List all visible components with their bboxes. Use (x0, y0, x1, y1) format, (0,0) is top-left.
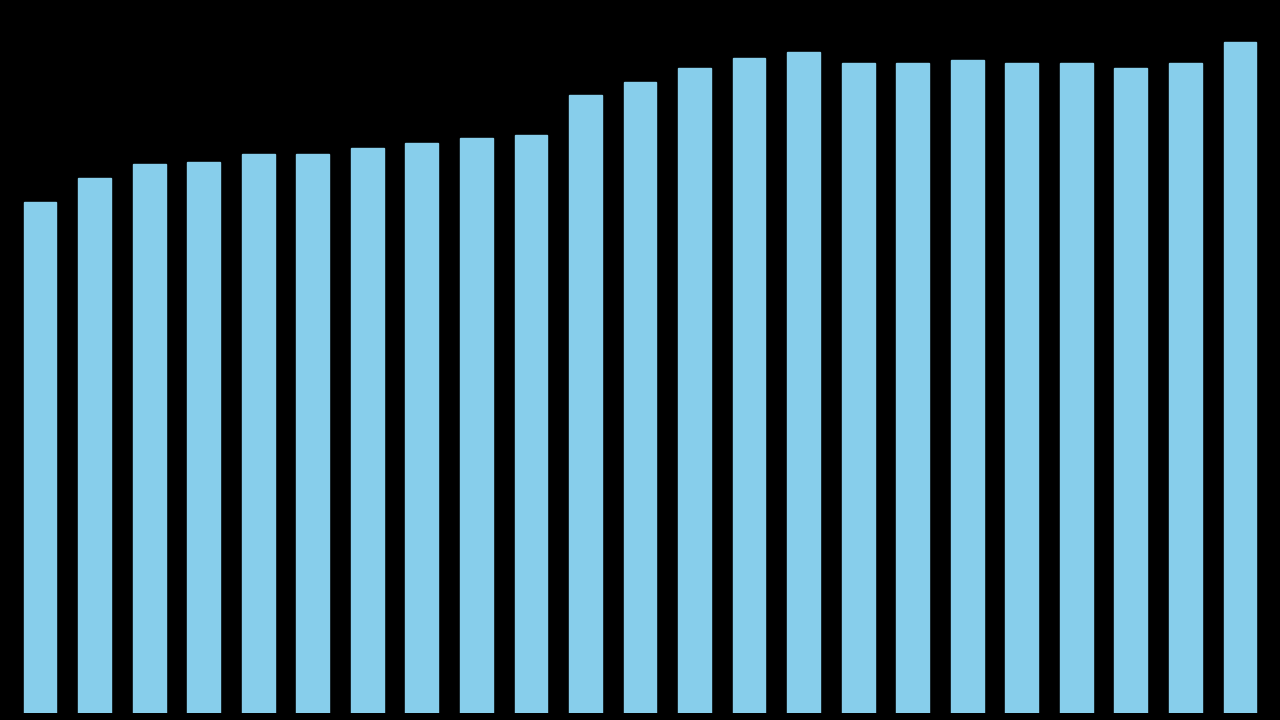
Bar (351, 148, 384, 713)
Bar (842, 63, 874, 713)
Bar (460, 138, 493, 713)
Bar (78, 178, 111, 713)
Bar (133, 164, 165, 713)
Bar (242, 153, 275, 713)
Bar (570, 95, 602, 713)
Bar (187, 161, 220, 713)
Bar (1005, 63, 1038, 713)
Bar (678, 68, 710, 713)
Bar (1115, 68, 1147, 713)
Bar (406, 143, 438, 713)
Bar (787, 53, 820, 713)
Bar (623, 82, 657, 713)
Bar (24, 202, 56, 713)
Bar (515, 135, 548, 713)
Bar (1224, 42, 1256, 713)
Bar (896, 63, 929, 713)
Bar (1169, 63, 1202, 713)
Bar (951, 60, 983, 713)
Bar (1060, 63, 1093, 713)
Bar (732, 58, 765, 713)
Bar (297, 153, 329, 713)
